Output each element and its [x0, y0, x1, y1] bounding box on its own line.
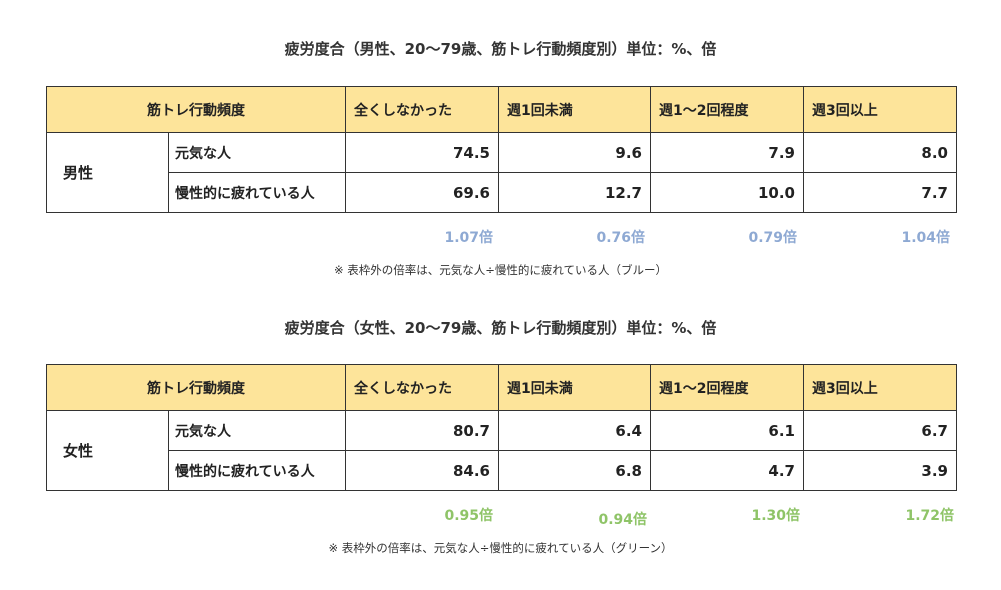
column-header: 週1回未満	[498, 86, 651, 133]
column-header: 週1～2回程度	[650, 364, 804, 411]
row-label: 元気な人	[168, 410, 346, 451]
table-cell: 4.7	[650, 450, 804, 491]
table-cell: 8.0	[803, 132, 957, 173]
column-header: 週1～2回程度	[650, 86, 804, 133]
freq-label-header: 筋トレ行動頻度	[46, 364, 346, 411]
table-cell: 80.7	[345, 410, 499, 451]
column-header: 週3回以上	[803, 364, 957, 411]
table-cell: 9.6	[498, 132, 651, 173]
table-row: 男性 元気な人 74.5 9.6 7.9 8.0	[46, 132, 957, 213]
table-cell: 6.7	[803, 410, 957, 451]
table-title-female: 疲労度合（女性、20～79歳、筋トレ行動頻度別）単位：%、倍	[284, 319, 717, 337]
table-cell: 12.7	[498, 172, 651, 213]
table-row: 慢性的に疲れている人 84.6 6.8 4.7 3.9	[47, 450, 957, 491]
row-label: 慢性的に疲れている人	[168, 172, 346, 213]
table-cell: 7.7	[803, 172, 957, 213]
column-header: 週1回未満	[498, 364, 651, 411]
table-cell: 7.9	[650, 132, 804, 173]
fatigue-table-male: 筋トレ行動頻度 全くしなかった 週1回未満 週1～2回程度 週3回以上 男性 元…	[46, 86, 957, 213]
gender-label: 女性	[46, 410, 169, 491]
row-label: 元気な人	[168, 132, 346, 173]
table-cell: 6.4	[498, 410, 651, 451]
table-cell: 10.0	[650, 172, 804, 213]
table-row: 慢性的に疲れている人 69.6 12.7 10.0 7.7	[47, 172, 957, 213]
freq-label-header: 筋トレ行動頻度	[46, 86, 346, 133]
ratio-value: 0.76倍	[596, 230, 645, 246]
table-cell: 6.8	[498, 450, 651, 491]
table-cell: 84.6	[345, 450, 499, 491]
footnote: ※ 表枠外の倍率は、元気な人÷慢性的に疲れている人（グリーン）	[328, 541, 673, 555]
table-cell: 3.9	[803, 450, 957, 491]
ratio-value: 1.72倍	[905, 508, 954, 524]
ratio-value: 0.95倍	[444, 508, 493, 524]
table-cell: 69.6	[345, 172, 499, 213]
table-cell: 74.5	[345, 132, 499, 173]
ratio-value: 1.04倍	[901, 230, 950, 246]
column-header: 週3回以上	[803, 86, 957, 133]
fatigue-table-female: 筋トレ行動頻度 全くしなかった 週1回未満 週1～2回程度 週3回以上 女性 元…	[46, 364, 957, 491]
row-label: 慢性的に疲れている人	[168, 450, 346, 491]
table-row: 女性 元気な人 80.7 6.4 6.1 6.7	[46, 410, 957, 491]
ratio-value: 1.07倍	[444, 230, 493, 246]
footnote: ※ 表枠外の倍率は、元気な人÷慢性的に疲れている人（ブルー）	[333, 263, 668, 277]
table-header-row: 筋トレ行動頻度 全くしなかった 週1回未満 週1～2回程度 週3回以上	[46, 364, 957, 411]
table-title-male: 疲労度合（男性、20～79歳、筋トレ行動頻度別）単位：%、倍	[284, 40, 717, 58]
ratio-value: 0.79倍	[748, 230, 797, 246]
gender-label: 男性	[46, 132, 169, 213]
column-header: 全くしなかった	[345, 364, 499, 411]
column-header: 全くしなかった	[345, 86, 499, 133]
table-cell: 6.1	[650, 410, 804, 451]
table-header-row: 筋トレ行動頻度 全くしなかった 週1回未満 週1～2回程度 週3回以上	[46, 86, 957, 133]
ratio-value: 1.30倍	[751, 508, 800, 524]
ratio-value: 0.94倍	[598, 512, 647, 528]
